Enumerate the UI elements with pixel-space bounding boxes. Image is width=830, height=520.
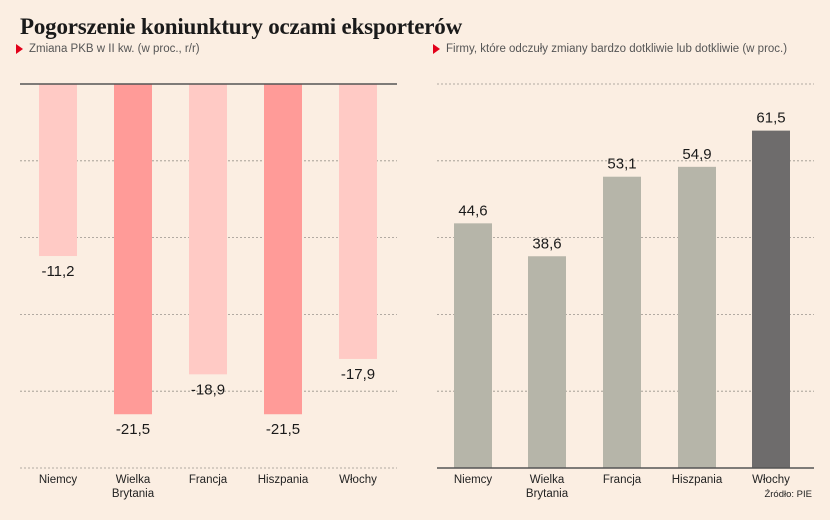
triangle-marker-icon	[433, 44, 440, 54]
right-bar-chart: 44,6 Niemcy 38,6 Wielka Brytania 53,1 Francja 5…	[437, 83, 814, 500]
data-label: -18,9	[191, 381, 225, 398]
category-label: Niemcy	[39, 474, 78, 486]
category-label: Włochy	[339, 474, 377, 486]
data-label: 54,9	[682, 146, 711, 163]
bar-wielka-brytania	[114, 84, 152, 415]
bar-francja	[189, 84, 227, 375]
right-subtitle-text: Firmy, które odczuły zmiany bardzo dotkl…	[446, 43, 788, 55]
bar-niemcy	[454, 223, 492, 468]
left-bar-chart: -11,2 Niemcy -21,5 Wielka Brytania -18,9 Franc…	[20, 83, 397, 500]
data-label: -21,5	[116, 421, 150, 438]
bar-hiszpania	[678, 166, 716, 468]
data-label: -11,2	[41, 263, 74, 280]
bar-hiszpania	[264, 84, 302, 415]
triangle-marker-icon	[16, 44, 23, 54]
bar-włochy	[752, 130, 790, 468]
category-label: Francja	[189, 474, 228, 486]
category-label: Brytania	[112, 488, 155, 500]
category-label: Niemcy	[454, 474, 493, 486]
chart-title: Pogorszenie koniunktury oczami eksporter…	[20, 14, 462, 39]
data-label: 44,6	[458, 202, 487, 219]
bar-wielka-brytania	[528, 256, 566, 468]
category-label: Hiszpania	[258, 474, 309, 486]
source-note: Źródło: PIE	[764, 489, 812, 500]
bar-francja	[603, 176, 641, 469]
left-chart-subtitle: Zmiana PKB w II kw. (w proc., r/r)	[16, 43, 200, 55]
right-chart-subtitle: Firmy, które odczuły zmiany bardzo dotkl…	[433, 43, 787, 55]
category-label: Hiszpania	[672, 474, 723, 486]
data-label: 53,1	[607, 156, 636, 173]
data-label: 61,5	[756, 110, 785, 127]
bar-włochy	[339, 84, 377, 359]
data-label: -21,5	[266, 421, 300, 438]
category-label: Wielka	[530, 474, 565, 486]
data-label: -17,9	[341, 366, 375, 383]
category-label: Brytania	[526, 488, 569, 500]
left-subtitle-text: Zmiana PKB w II kw. (w proc., r/r)	[29, 43, 200, 55]
data-label: 38,6	[532, 235, 561, 252]
category-label: Francja	[603, 474, 642, 486]
bar-niemcy	[39, 84, 77, 257]
category-label: Wielka	[116, 474, 151, 486]
category-label: Włochy	[752, 474, 790, 486]
